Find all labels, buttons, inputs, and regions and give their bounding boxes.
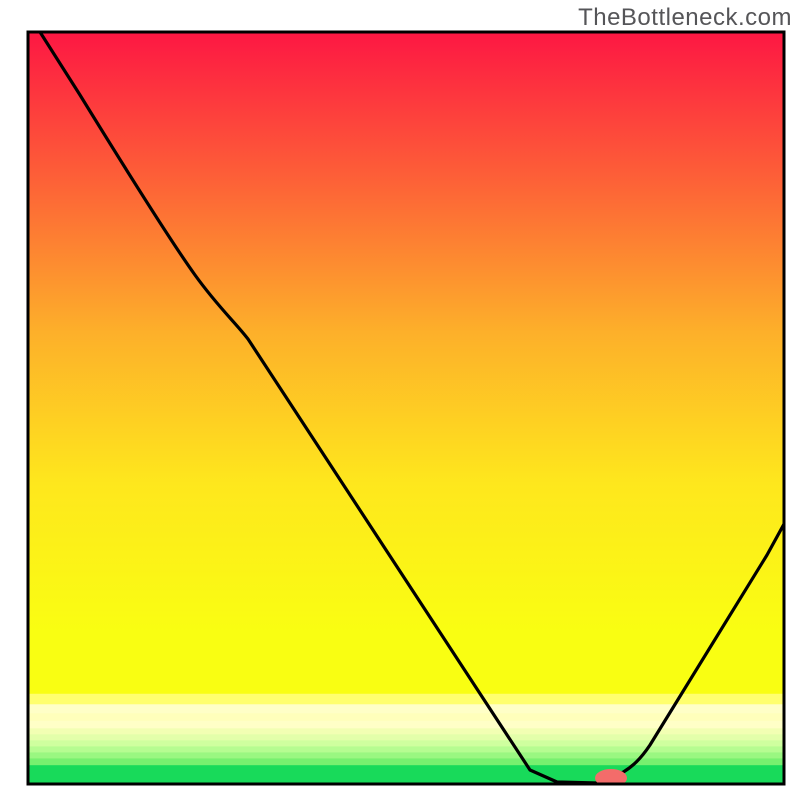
bottleneck-chart bbox=[0, 0, 800, 800]
chart-root: TheBottleneck.com bbox=[0, 0, 800, 800]
watermark-text: TheBottleneck.com bbox=[578, 4, 792, 32]
